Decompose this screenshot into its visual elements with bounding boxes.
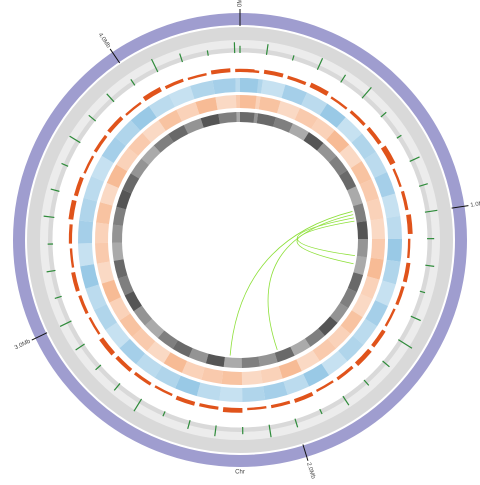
hist-bar <box>371 329 385 347</box>
white-band <box>54 54 426 426</box>
hist-bar <box>70 248 74 267</box>
hist-bar <box>199 403 219 410</box>
hist-bar <box>71 272 80 292</box>
gene-density <box>218 112 236 124</box>
gene-density <box>259 96 281 113</box>
gene-density <box>258 353 277 367</box>
tick-label: 1.0Mb <box>470 200 480 209</box>
gene-density <box>261 366 283 383</box>
gene-density <box>112 243 124 261</box>
gene-density <box>353 203 367 222</box>
gene-density <box>201 114 220 128</box>
gene-density <box>80 264 99 289</box>
hist-bar <box>287 76 306 85</box>
hist-bar <box>154 385 172 396</box>
hist-bar <box>271 401 290 409</box>
hist-bar <box>395 286 404 305</box>
hist-bar <box>211 68 231 74</box>
link <box>297 221 354 264</box>
gene-density <box>371 218 385 239</box>
gene-density <box>353 256 366 275</box>
gene-density <box>197 383 221 401</box>
gene-density <box>97 261 114 283</box>
gene-density <box>242 386 265 402</box>
hist-bar <box>94 135 108 153</box>
gene-density <box>215 95 236 110</box>
hist-bar <box>401 191 409 210</box>
gene-density <box>206 354 225 367</box>
gene-density <box>224 357 242 368</box>
gene-density <box>387 239 402 262</box>
gene-density <box>78 220 93 243</box>
hist-bar <box>68 200 76 220</box>
hist-bar <box>309 83 328 96</box>
gene-density <box>357 221 368 239</box>
tick-label: 3.0Mb <box>14 338 32 351</box>
hist-bar <box>406 214 413 234</box>
gene-density <box>78 243 94 266</box>
gene-density <box>386 216 402 239</box>
hist-bar <box>381 145 395 165</box>
hist-bar <box>74 177 84 197</box>
hist-bar <box>407 239 410 258</box>
gene-density <box>235 78 258 93</box>
gene-density <box>190 80 215 99</box>
hist-bar <box>403 263 411 283</box>
gene-density <box>113 207 126 226</box>
hist-bar <box>165 79 184 89</box>
hist-bar <box>143 87 162 101</box>
hist-bar <box>264 70 284 78</box>
gene-density <box>79 198 97 222</box>
gene-density <box>212 78 235 94</box>
gene-density <box>367 258 384 280</box>
hist-bar <box>69 224 73 243</box>
gene-density <box>382 193 400 218</box>
gene-density <box>236 95 257 109</box>
gene-density <box>195 97 217 114</box>
gene-density <box>366 198 383 220</box>
gene-density <box>261 80 285 98</box>
gene-density <box>95 223 109 244</box>
hist-bar <box>316 380 334 392</box>
gene-density <box>201 367 223 384</box>
gene-density <box>263 381 288 400</box>
gene-density <box>236 112 254 123</box>
gene-density <box>242 357 260 368</box>
tick-label: 4.0Mb <box>97 32 112 50</box>
hist-bar <box>294 392 313 403</box>
gene-density <box>219 387 242 402</box>
hist-bar <box>78 295 88 314</box>
hist-bar <box>247 406 266 410</box>
hist-bar <box>385 308 396 326</box>
gene-density <box>221 371 242 385</box>
gene-density <box>114 259 128 278</box>
hist-bar <box>89 317 101 335</box>
tick-label: 0Mb <box>238 0 244 7</box>
gene-density <box>371 239 385 260</box>
hist-bar <box>176 396 196 406</box>
hist-bar <box>188 73 207 80</box>
gene-density <box>95 243 110 264</box>
hist-bar <box>235 69 254 73</box>
gene-density <box>357 239 368 257</box>
gene-density <box>242 370 263 385</box>
hist-bar <box>83 156 94 174</box>
gene-density <box>382 260 400 284</box>
gene-density <box>112 225 123 243</box>
hist-bar <box>223 407 243 413</box>
gene-density <box>257 113 276 126</box>
tick-label: 2.0Mb <box>305 462 316 480</box>
gene-density <box>96 202 112 224</box>
chromosome-label: Chr <box>235 470 245 476</box>
hist-bar <box>392 168 401 187</box>
